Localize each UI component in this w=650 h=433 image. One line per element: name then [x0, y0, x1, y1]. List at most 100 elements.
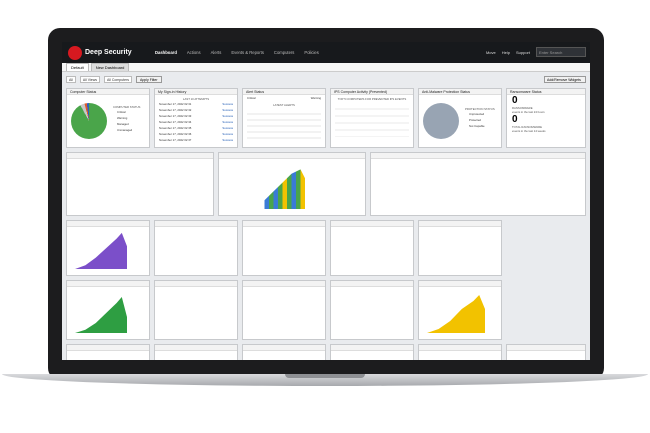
total-ransomware-label: TOTAL RANSOMWARE	[512, 125, 542, 129]
ips-computer-detected-widget	[330, 220, 414, 276]
legend-protected: Protected	[469, 118, 481, 122]
widget-title	[331, 221, 413, 227]
top-bar: Deep Security Dashboard Actions Alerts E…	[62, 42, 590, 63]
widget-title	[507, 345, 585, 351]
help-link[interactable]: Help	[501, 49, 510, 55]
row-link[interactable]: Success	[222, 126, 233, 130]
widget-title	[419, 281, 501, 287]
tab-default[interactable]: Default	[66, 63, 89, 71]
integrity-chart	[427, 295, 485, 333]
row-date: November 17, 2022 02:37	[159, 138, 192, 142]
ips-history-chart	[75, 232, 127, 269]
tab-new-dashboard[interactable]: New Dashboard	[90, 63, 130, 71]
widget-title	[219, 153, 365, 159]
widget-title	[155, 281, 237, 287]
widget-title	[155, 221, 237, 227]
table-row: November 17, 2022 02:33 Success	[155, 113, 237, 119]
row-date: November 17, 2022 02:31	[159, 102, 192, 106]
legend-managed: Managed	[117, 122, 129, 126]
signin-history-widget: My Sign-in History LAST 10 ATTEMPTS Nove…	[154, 88, 238, 148]
integrity-activity-widget	[418, 344, 502, 360]
legend-warning: Warning	[117, 116, 128, 120]
firewall-ip-detected-widget	[242, 344, 326, 360]
firewall-computer-detected-widget	[330, 280, 414, 340]
alert-status-widget: Alert Status Critical Warning LATEST ALER…	[242, 88, 326, 148]
row-link[interactable]: Success	[222, 120, 233, 124]
row-date: November 17, 2022 02:33	[159, 114, 192, 118]
computer-select[interactable]: All Computers	[104, 75, 133, 83]
firewall-event-history-widget	[66, 280, 150, 340]
widget-title	[67, 345, 149, 351]
time-range-select[interactable]: All	[66, 75, 76, 83]
view-select[interactable]: All Views	[79, 75, 101, 83]
row-link[interactable]: Success	[222, 132, 233, 136]
add-remove-widgets-button[interactable]: Add/Remove Widgets	[544, 75, 586, 83]
widget-title	[243, 345, 325, 351]
table-row: November 17, 2022 02:36 Success	[155, 131, 237, 137]
ips-activity-detected-widget	[242, 220, 326, 276]
widget-title: Ransomware Status	[507, 89, 585, 95]
antimalware-protection-widget: Anti-Malware Protection Status PROTECTIO…	[418, 88, 502, 148]
widget-title	[67, 281, 149, 287]
trend-logo-icon	[68, 45, 82, 60]
total-ransomware-count: 0	[512, 114, 518, 125]
dashboard-tabs: Default New Dashboard	[62, 63, 590, 72]
legend-not-capable: Not Capable	[469, 124, 485, 128]
laptop-base	[2, 374, 648, 386]
row-date: November 17, 2022 02:34	[159, 120, 192, 124]
nav-actions[interactable]: Actions	[186, 50, 201, 55]
filter-bar: All All Views All Computers Apply Filter…	[62, 73, 590, 85]
firewall-activity-detected-widget	[242, 280, 326, 340]
event-history-chart	[233, 169, 305, 209]
widget-title	[67, 221, 149, 227]
widget-title	[371, 153, 585, 159]
widget-title	[419, 345, 501, 351]
widget-title	[155, 345, 237, 351]
widget-title	[419, 221, 501, 227]
row-link[interactable]: Success	[222, 102, 233, 106]
firewall-ip-widget	[66, 344, 150, 360]
nav-policies[interactable]: Policies	[304, 50, 319, 55]
more-menu[interactable]: Move	[485, 49, 496, 55]
legend-warning: Warning	[310, 96, 321, 100]
row-link[interactable]: Success	[222, 114, 233, 118]
ransomware-count: 0	[512, 95, 518, 106]
nav-computers[interactable]: Computers	[273, 50, 295, 55]
alert-legend: Critical Warning	[243, 95, 325, 101]
chart-caption: PROTECTION STATUS	[465, 107, 495, 111]
row-date: November 17, 2022 02:36	[159, 132, 192, 136]
nav-events-reports[interactable]: Events & Reports	[231, 50, 264, 55]
firewall-computer-widget	[330, 344, 414, 360]
row-link[interactable]: Success	[222, 108, 233, 112]
ransomware-status-widget: Ransomware Status 0 RANSOMWARE events in…	[506, 88, 586, 148]
antimalware-malware-widget	[66, 152, 214, 216]
table-row: November 17, 2022 02:37 Success	[155, 137, 237, 143]
nav-dashboard[interactable]: Dashboard	[155, 50, 177, 55]
legend-critical: Critical	[247, 96, 256, 100]
ransomware-sub: events in the last 24 hours	[512, 110, 545, 114]
ips-event-history-widget	[66, 220, 150, 276]
antimalware-computers-widget	[370, 152, 586, 216]
row-link[interactable]: Success	[222, 138, 233, 142]
widget-title	[331, 281, 413, 287]
row-date: November 17, 2022 02:32	[159, 108, 192, 112]
chart-caption: COMPUTER STATUS	[113, 105, 141, 109]
firewall-activity-widget	[154, 280, 238, 340]
widget-title: My Sign-in History	[155, 89, 237, 95]
main-nav: Dashboard Actions Alerts Events & Report…	[155, 50, 319, 55]
apply-filter-button[interactable]: Apply Filter	[136, 75, 162, 83]
antimalware-event-history-widget	[218, 152, 366, 216]
widget-title: Computer Status	[67, 89, 149, 95]
firewall-ip-prevented-widget	[154, 344, 238, 360]
integrity-key-widget	[506, 344, 586, 360]
widget-title: Anti-Malware Protection Status	[419, 89, 501, 95]
search-input[interactable]: Enter Search	[536, 47, 586, 57]
computer-status-widget: Computer Status COMPUTER STATUS Critical…	[66, 88, 150, 148]
protection-pie	[423, 103, 459, 139]
legend-unmanaged: Unmanaged	[117, 128, 133, 132]
support-link[interactable]: Support	[515, 49, 530, 55]
laptop-notch	[285, 374, 365, 378]
widget-title	[243, 281, 325, 287]
widget-title	[243, 221, 325, 227]
nav-alerts[interactable]: Alerts	[210, 50, 222, 55]
